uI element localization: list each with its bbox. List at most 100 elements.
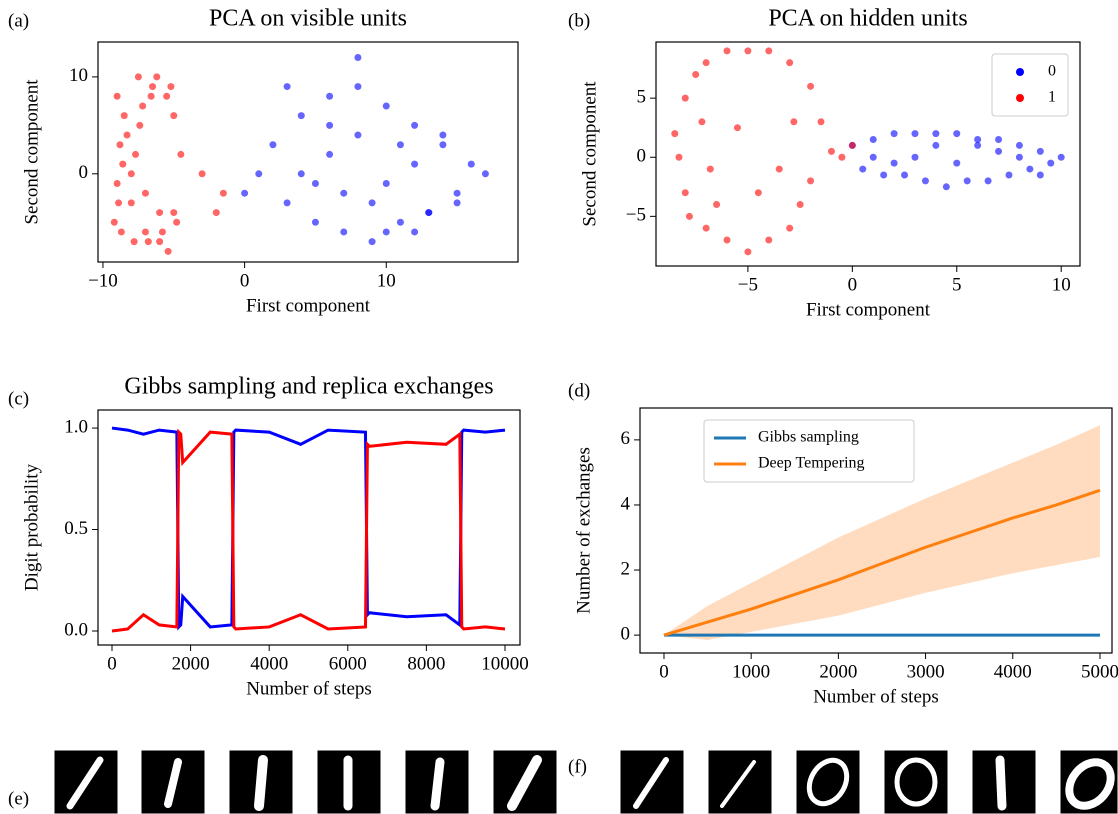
x-tick-label: 1000 (732, 661, 770, 682)
point (685, 212, 693, 220)
point (671, 130, 679, 138)
panel-label: (c) (8, 388, 29, 409)
point (269, 141, 277, 149)
point (439, 131, 447, 139)
band (663, 425, 1100, 640)
point (817, 118, 825, 126)
x-tick-label: 5 (952, 274, 962, 295)
point (807, 177, 815, 185)
x-tick-label: 0 (240, 270, 250, 291)
point (241, 189, 249, 197)
point (1036, 171, 1044, 179)
point (368, 238, 376, 246)
point (382, 228, 390, 236)
point (255, 170, 263, 178)
point (681, 189, 689, 197)
x-tick-label: 2000 (172, 653, 210, 674)
x-tick-label: −10 (88, 270, 118, 291)
plot-area (663, 425, 1101, 640)
point (130, 238, 138, 246)
point (1015, 153, 1023, 161)
point (120, 112, 128, 120)
point (116, 141, 124, 149)
point (974, 136, 982, 144)
point (119, 160, 127, 168)
point (1015, 141, 1023, 149)
point (838, 153, 846, 161)
point (880, 171, 888, 179)
panel-label: (f) (568, 756, 587, 777)
point (932, 141, 940, 149)
x-tick-label: 10 (377, 270, 396, 291)
x-axis-label: Number of steps (813, 686, 939, 707)
point (149, 83, 157, 91)
panel: 0 1000 2000 3000 4000 5000 0 2 4 6 Number of steps… (568, 380, 1118, 707)
point (681, 94, 689, 102)
point (827, 147, 835, 155)
x-tick-label: 3000 (907, 661, 945, 682)
point (754, 189, 762, 197)
panel-label: (d) (568, 380, 590, 401)
point (198, 170, 206, 178)
y-tick-label: 0 (621, 623, 631, 644)
y-tick-label: 5 (637, 87, 647, 108)
y-tick-label: 4 (621, 493, 631, 514)
point (467, 160, 475, 168)
x-tick-label: 8000 (407, 653, 445, 674)
y-axis-label: Second component (21, 79, 42, 225)
point (311, 218, 319, 226)
y-tick-label: 0.0 (64, 619, 88, 640)
digit-images-e (53, 749, 558, 814)
legend-label: 0 (1048, 63, 1056, 80)
point (127, 170, 135, 178)
y-axis-label: Second component (579, 81, 600, 227)
x-tick-label: 0 (659, 661, 669, 682)
point (132, 150, 140, 158)
point (382, 102, 390, 110)
legend-frame (703, 419, 915, 483)
panel-label: (a) (8, 10, 29, 31)
point (411, 121, 419, 129)
point (890, 130, 898, 138)
point (706, 165, 714, 173)
point (113, 179, 121, 187)
panel: 0 2000 4000 6000 8000 10000 0.0 0.5 1.0 Gibbs sam… (8, 374, 529, 700)
point (382, 179, 390, 187)
point (675, 153, 683, 161)
digit-images-f (619, 749, 1118, 814)
line (663, 488, 1101, 637)
point (311, 179, 319, 187)
point (136, 121, 144, 129)
point (974, 141, 982, 149)
point (995, 136, 1003, 144)
point (453, 199, 461, 207)
x-tick-label: 6000 (329, 653, 367, 674)
point (297, 112, 305, 120)
chart-title: Gibbs sampling and replica exchanges (124, 374, 493, 400)
x-tick-label: 5000 (1081, 661, 1118, 682)
x-axis-label: First component (246, 295, 371, 316)
point (354, 131, 362, 139)
y-tick-label: 10 (69, 65, 88, 86)
panel: −10 0 10 0 10 PCA on visible units First compo… (8, 6, 519, 316)
plot-area (671, 47, 1065, 256)
x-tick-label: 0 (107, 653, 117, 674)
x-tick-label: −5 (738, 274, 758, 295)
point (733, 124, 741, 132)
point (115, 199, 123, 207)
point (158, 228, 166, 236)
point (807, 82, 815, 90)
legend-frame (991, 53, 1069, 117)
axes-frame (97, 41, 519, 263)
point (396, 218, 404, 226)
point (354, 83, 362, 91)
point (164, 247, 172, 255)
x-axis-label: First component (806, 299, 931, 320)
point (942, 183, 950, 191)
point (411, 228, 419, 236)
point (283, 83, 291, 91)
point (453, 189, 461, 197)
axes-frame (639, 407, 1113, 654)
point (354, 54, 362, 62)
point (848, 141, 856, 149)
